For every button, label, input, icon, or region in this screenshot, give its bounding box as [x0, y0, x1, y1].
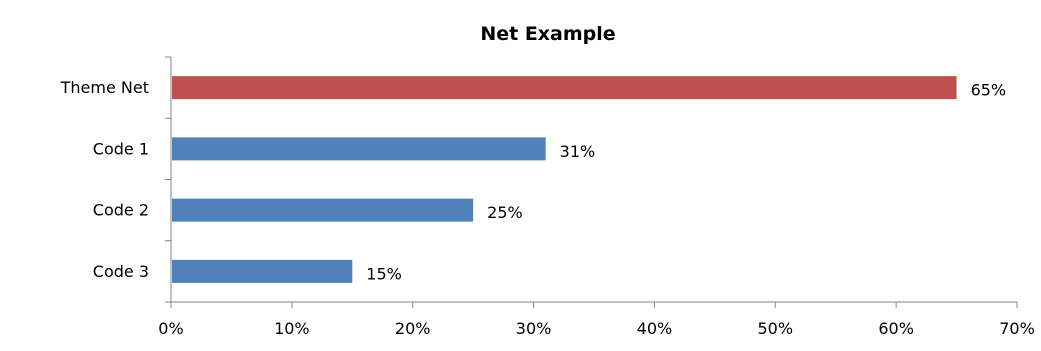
chart-title: Net Example [480, 23, 615, 45]
x-tick-label: 10% [274, 319, 310, 338]
bar [172, 259, 353, 283]
plot-area: 0% 10% 20% 30% 40% 50% 60% 70% Theme Net 65% Code … [60, 56, 1035, 338]
x-tick-label: 60% [878, 319, 914, 338]
x-tick-label: 0% [158, 319, 183, 338]
category-label: Theme Net [60, 78, 149, 97]
category-label: Code 3 [93, 262, 149, 281]
data-label: 25% [487, 203, 523, 222]
x-tick-label: 20% [395, 319, 431, 338]
category-label: Code 2 [93, 201, 149, 220]
bar [172, 137, 546, 161]
x-tick-label: 50% [758, 319, 794, 338]
data-label: 65% [971, 81, 1007, 100]
bar [172, 198, 474, 222]
x-tick-label: 70% [999, 319, 1035, 338]
x-tick-label: 40% [637, 319, 673, 338]
bar [172, 76, 957, 100]
data-label: 15% [366, 264, 402, 283]
data-label: 31% [560, 142, 596, 161]
category-label: Code 1 [93, 139, 149, 158]
x-tick-label: 30% [516, 319, 552, 338]
